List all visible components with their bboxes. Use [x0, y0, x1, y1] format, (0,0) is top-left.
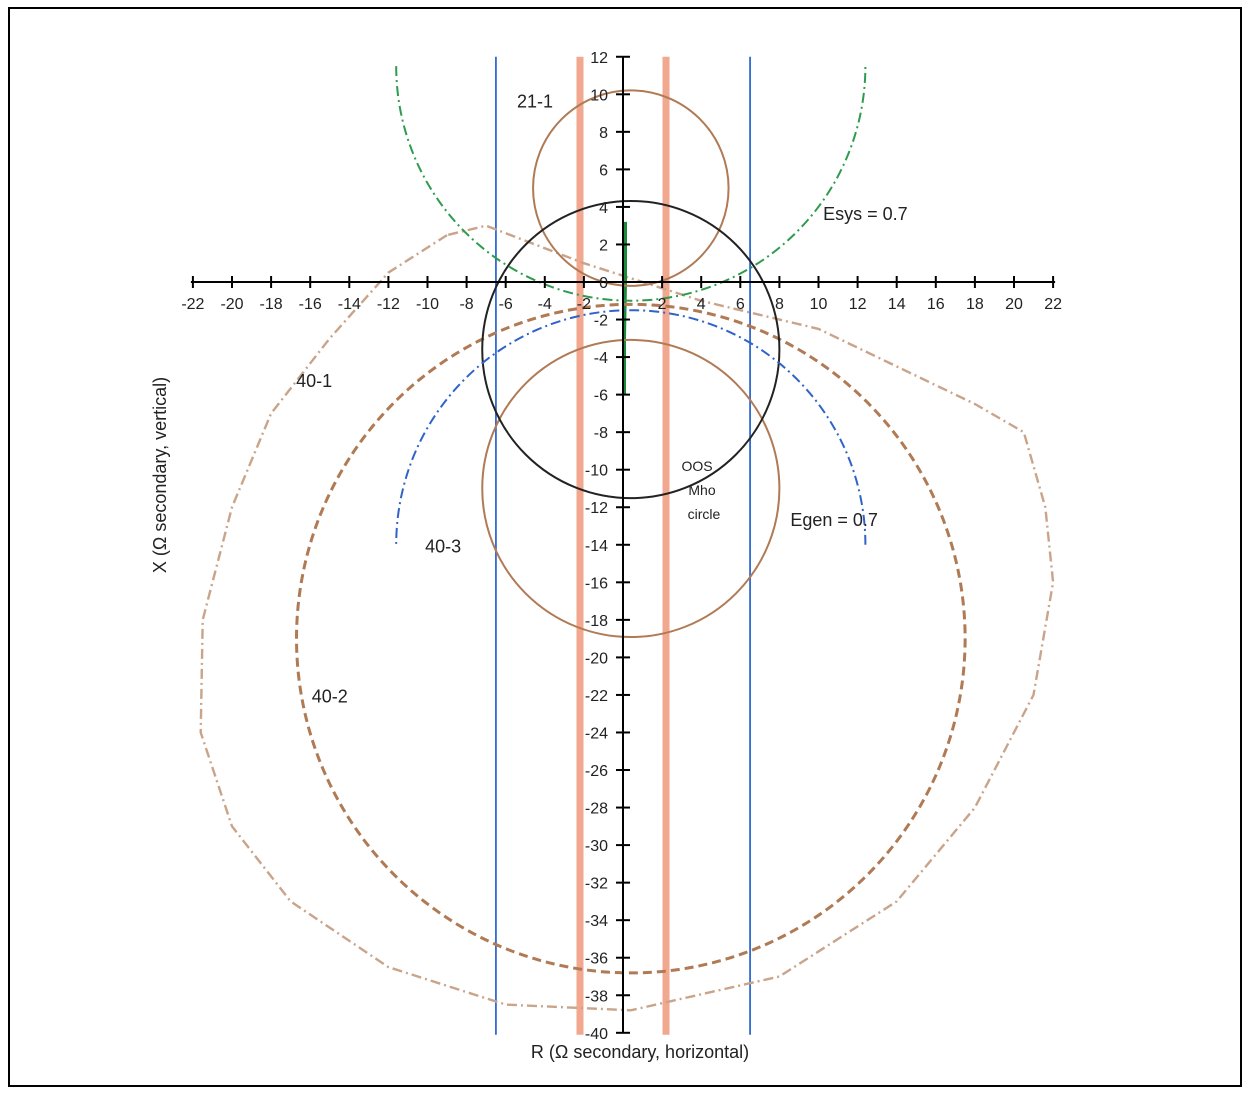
- x-tick-label: -10: [416, 296, 439, 313]
- x-tick-label: -12: [377, 296, 400, 313]
- y-tick-label: -36: [585, 951, 608, 968]
- x-tick-label: 16: [927, 296, 945, 313]
- y-tick-label: -22: [585, 688, 608, 705]
- y-tick-label: -8: [594, 425, 608, 442]
- oos-label-line1: OOS: [681, 458, 712, 474]
- y-tick-label: -34: [585, 913, 608, 930]
- circle-40-2: [295, 302, 967, 975]
- y-tick-label: -28: [585, 801, 608, 818]
- x-tick-label: 8: [775, 296, 784, 313]
- x-axis-title: R (Ω secondary, horizontal): [531, 1042, 749, 1062]
- y-tick-label: -32: [585, 876, 608, 893]
- y-tick-label: 4: [599, 200, 608, 217]
- y-tick-label: -4: [594, 350, 608, 367]
- x-tick-label: 10: [810, 296, 828, 313]
- x-tick-label: -6: [499, 296, 513, 313]
- y-tick-label: -38: [585, 988, 608, 1005]
- y-tick-label: -24: [585, 725, 608, 742]
- x-tick-label: 18: [966, 296, 984, 313]
- x-tick-label: 4: [697, 296, 706, 313]
- y-tick-label: -6: [594, 388, 608, 405]
- y-tick-label: -20: [585, 650, 608, 667]
- x-tick-label: 14: [888, 296, 906, 313]
- x-tick-label: 6: [736, 296, 745, 313]
- y-tick-label: -40: [585, 1026, 608, 1043]
- axes: [190, 55, 1056, 1034]
- characteristic-curves: [199, 66, 1055, 1012]
- x-tick-label: -18: [260, 296, 283, 313]
- y-tick-label: -18: [585, 613, 608, 630]
- zone-lines: [495, 56, 751, 1035]
- y-tick-label: 2: [599, 237, 608, 254]
- y-tick-label: 12: [590, 50, 608, 67]
- x-tick-label: -22: [181, 296, 204, 313]
- y-tick-label: 6: [599, 162, 608, 179]
- arc-egen: [395, 309, 867, 545]
- circle-oos-mho: [481, 199, 781, 500]
- y-tick-label: -12: [585, 500, 608, 517]
- curve-40-1: [199, 224, 1055, 1012]
- x-tick-label: -14: [338, 296, 361, 313]
- annotation-esys-0-7: Esys = 0.7: [823, 204, 908, 224]
- x-tick-label: -2: [577, 296, 591, 313]
- y-tick-label: -10: [585, 463, 608, 480]
- x-tick-label: 12: [849, 296, 867, 313]
- y-tick-label: -16: [585, 575, 608, 592]
- x-tick-label: -20: [220, 296, 243, 313]
- y-tick-label: -26: [585, 763, 608, 780]
- arc-esys: [395, 66, 867, 302]
- y-axis-title: X (Ω secondary, vertical): [150, 377, 170, 573]
- x-tick-label: -16: [299, 296, 322, 313]
- x-tick-label: 20: [1005, 296, 1023, 313]
- y-tick-label: 0: [599, 275, 608, 292]
- x-tick-label: 2: [658, 296, 667, 313]
- oos-label-line3: circle: [688, 506, 721, 522]
- y-tick-label: 10: [590, 87, 608, 104]
- annotation-40-1: 40-1: [296, 371, 332, 391]
- annotation-40-3: 40-3: [425, 536, 461, 556]
- y-tick-label: -2: [594, 313, 608, 330]
- annotation-40-2: 40-2: [312, 686, 348, 706]
- y-tick-label: 8: [599, 125, 608, 142]
- annotation-21-1: 21-1: [517, 91, 553, 111]
- x-tick-label: -8: [459, 296, 473, 313]
- y-tick-label: -30: [585, 838, 608, 855]
- oos-label-line2: Mho: [688, 482, 715, 498]
- y-tick-label: -14: [585, 538, 608, 555]
- circle-21-1: [532, 89, 730, 287]
- figure-frame: [8, 7, 1242, 1087]
- x-tick-label: 22: [1044, 296, 1062, 313]
- x-tick-label: -4: [538, 296, 552, 313]
- circle-40-3: [481, 338, 781, 639]
- curve-impedance-trajectory: [622, 221, 627, 395]
- tick-labels: -22 -20 -18 -16 -14 -12 -10 -8 -6 -4 -2 2 4 6 8 10 12 14 1…: [181, 50, 1062, 1043]
- annotation-egen-0-7: Egen = 0.7: [790, 510, 878, 530]
